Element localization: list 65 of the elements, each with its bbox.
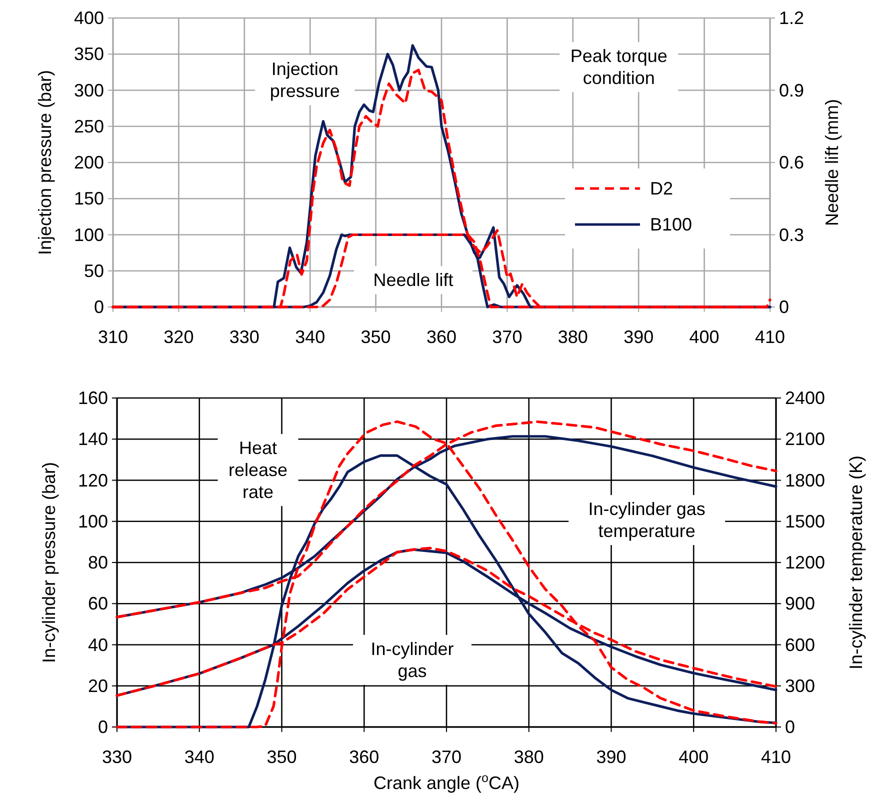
y-tick-label: 40 bbox=[88, 634, 108, 655]
x-tick-label: 380 bbox=[514, 747, 544, 767]
y-tick-label: 0 bbox=[98, 717, 108, 737]
y2-axis-title: In-cylinder temperature (K) bbox=[846, 455, 866, 670]
y-tick-label: 160 bbox=[78, 388, 108, 408]
y-tick-label: 120 bbox=[78, 470, 108, 490]
y-tick-label: 0 bbox=[94, 297, 104, 317]
legend-label: D2 bbox=[650, 178, 674, 198]
x-tick-label: 360 bbox=[426, 327, 457, 347]
y-tick-label: 200 bbox=[74, 152, 104, 172]
y-tick-label: 60 bbox=[88, 594, 108, 614]
y-tick-label: 300 bbox=[74, 80, 104, 100]
x-tick-label: 330 bbox=[102, 747, 132, 767]
y2-tick-label: 1200 bbox=[785, 552, 826, 572]
y-tick-label: 100 bbox=[74, 224, 104, 245]
y2-tick-label: 600 bbox=[785, 634, 816, 655]
annotation: In-cylinder gas bbox=[370, 638, 454, 681]
x-tick-label: 360 bbox=[349, 747, 380, 767]
x-tick-label: 410 bbox=[760, 747, 792, 767]
y-tick-label: 250 bbox=[74, 116, 104, 136]
x-tick-label: 400 bbox=[678, 747, 709, 767]
x-tick-label: 390 bbox=[624, 327, 654, 347]
y2-tick-label: 0.3 bbox=[779, 224, 804, 245]
y2-tick-label: 1.2 bbox=[779, 8, 804, 28]
y2-tick-label: 0 bbox=[785, 717, 796, 737]
x-tick-label: 340 bbox=[184, 747, 214, 767]
y2-tick-label: 0.6 bbox=[779, 152, 804, 172]
x-tick-label: 320 bbox=[164, 327, 194, 347]
y-tick-label: 80 bbox=[88, 552, 108, 572]
y2-tick-label: 2100 bbox=[785, 429, 826, 450]
y-axis-title: Injection pressure (bar) bbox=[35, 70, 55, 256]
x-axis-title: Crank angle ($^{o}$CA) bbox=[373, 771, 520, 793]
y2-tick-label: 300 bbox=[785, 676, 816, 696]
y-tick-label: 150 bbox=[74, 188, 104, 209]
annotation: In-cylinder gas temperature bbox=[588, 499, 706, 542]
y-tick-label: 350 bbox=[74, 44, 104, 64]
annotation: Heat release rate bbox=[228, 438, 288, 502]
x-tick-label: 310 bbox=[98, 327, 128, 347]
x-tick-label: 390 bbox=[596, 747, 626, 767]
x-tick-label: 350 bbox=[360, 327, 391, 347]
y-tick-label: 20 bbox=[88, 676, 108, 696]
y2-tick-label: 0 bbox=[779, 297, 790, 317]
y-tick-label: 100 bbox=[78, 511, 108, 532]
annotation: Needle lift bbox=[373, 270, 454, 290]
x-tick-label: 370 bbox=[431, 747, 462, 767]
x-tick-label: 350 bbox=[266, 747, 297, 767]
x-tick-label: 370 bbox=[492, 327, 522, 347]
y2-tick-label: 1800 bbox=[785, 470, 826, 490]
y2-tick-label: 2400 bbox=[785, 388, 826, 408]
y-axis-title: In-cylinder pressure (bar) bbox=[39, 462, 59, 664]
y-tick-label: 400 bbox=[74, 8, 104, 28]
x-tick-label: 410 bbox=[754, 327, 786, 347]
y2-tick-label: 1500 bbox=[785, 511, 826, 532]
y2-tick-label: 0.9 bbox=[779, 80, 804, 100]
y2-tick-label: 900 bbox=[785, 594, 816, 614]
annotation: Peak torque condition bbox=[570, 46, 668, 88]
annotation: Injection pressure bbox=[270, 59, 340, 102]
x-tick-label: 330 bbox=[229, 327, 260, 347]
y-tick-label: 140 bbox=[78, 429, 108, 450]
y-tick-label: 50 bbox=[84, 260, 104, 281]
x-tick-label: 340 bbox=[295, 327, 326, 347]
y2-axis-title: Needle lift (mm) bbox=[822, 98, 842, 226]
x-tick-label: 380 bbox=[558, 327, 588, 347]
legend-label: B100 bbox=[650, 214, 692, 234]
x-tick-label: 400 bbox=[689, 327, 720, 347]
